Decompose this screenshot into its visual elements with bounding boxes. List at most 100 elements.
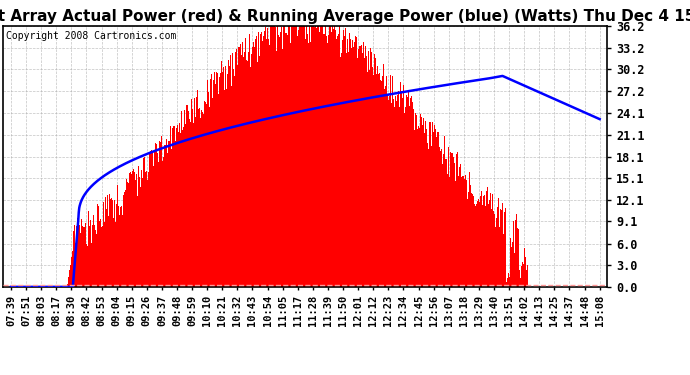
Bar: [148, 171, 149, 287]
Bar: [493, 211, 494, 287]
Bar: [460, 164, 461, 287]
Bar: [474, 204, 475, 287]
Bar: [501, 223, 502, 287]
Bar: [332, 26, 333, 287]
Bar: [133, 198, 134, 287]
Bar: [305, 46, 306, 287]
Bar: [189, 119, 190, 287]
Bar: [95, 210, 97, 287]
Bar: [267, 52, 268, 287]
Bar: [119, 210, 120, 287]
Bar: [145, 172, 146, 287]
Bar: [131, 174, 132, 287]
Bar: [320, 37, 321, 287]
Bar: [87, 246, 88, 287]
Bar: [160, 146, 161, 287]
Bar: [421, 115, 422, 287]
Bar: [495, 223, 496, 287]
Bar: [232, 51, 233, 287]
Bar: [261, 32, 262, 287]
Bar: [470, 190, 471, 287]
Bar: [161, 155, 162, 287]
Bar: [219, 90, 220, 287]
Bar: [255, 52, 257, 287]
Bar: [469, 172, 470, 287]
Bar: [126, 179, 127, 287]
Bar: [105, 197, 106, 287]
Bar: [106, 231, 107, 287]
Bar: [466, 180, 467, 287]
Bar: [90, 221, 91, 287]
Bar: [283, 26, 284, 287]
Bar: [168, 141, 169, 287]
Bar: [151, 150, 152, 287]
Bar: [516, 236, 517, 287]
Bar: [247, 66, 248, 287]
Text: Copyright 2008 Cartronics.com: Copyright 2008 Cartronics.com: [6, 32, 177, 42]
Bar: [402, 99, 403, 287]
Bar: [422, 125, 423, 287]
Bar: [517, 228, 518, 287]
Bar: [420, 114, 421, 287]
Bar: [272, 26, 273, 287]
Bar: [524, 263, 525, 287]
Bar: [299, 26, 300, 287]
Bar: [260, 34, 261, 287]
Bar: [284, 26, 285, 287]
Bar: [444, 136, 445, 287]
Bar: [376, 74, 377, 287]
Bar: [252, 63, 253, 287]
Bar: [395, 96, 396, 287]
Bar: [184, 134, 185, 287]
Bar: [351, 57, 352, 287]
Bar: [375, 83, 376, 287]
Bar: [450, 172, 451, 287]
Bar: [384, 88, 385, 287]
Bar: [360, 46, 361, 287]
Bar: [340, 57, 341, 287]
Bar: [441, 167, 442, 287]
Bar: [264, 58, 265, 287]
Bar: [385, 86, 386, 287]
Bar: [175, 118, 177, 287]
Bar: [248, 69, 250, 287]
Bar: [427, 143, 428, 287]
Bar: [122, 215, 123, 287]
Bar: [309, 26, 310, 287]
Bar: [153, 168, 154, 287]
Bar: [511, 250, 512, 287]
Bar: [434, 135, 435, 287]
Bar: [113, 217, 114, 287]
Bar: [371, 54, 372, 287]
Bar: [298, 38, 299, 287]
Bar: [456, 154, 457, 287]
Bar: [490, 193, 491, 287]
Bar: [262, 46, 263, 287]
Bar: [297, 41, 298, 287]
Bar: [217, 73, 218, 287]
Bar: [497, 207, 498, 287]
Bar: [526, 270, 527, 287]
Bar: [258, 32, 259, 287]
Bar: [364, 72, 365, 287]
Bar: [331, 32, 332, 287]
Bar: [167, 156, 168, 287]
Bar: [126, 210, 127, 287]
Bar: [298, 30, 299, 287]
Bar: [489, 209, 490, 287]
Bar: [515, 220, 516, 287]
Bar: [482, 214, 483, 287]
Bar: [367, 72, 368, 287]
Bar: [243, 61, 244, 287]
Bar: [366, 56, 367, 287]
Bar: [368, 52, 369, 287]
Bar: [234, 76, 235, 287]
Bar: [450, 152, 451, 287]
Bar: [155, 144, 156, 287]
Bar: [69, 270, 70, 287]
Bar: [441, 149, 442, 287]
Bar: [499, 227, 500, 287]
Bar: [444, 159, 445, 287]
Bar: [283, 49, 284, 287]
Bar: [304, 26, 305, 287]
